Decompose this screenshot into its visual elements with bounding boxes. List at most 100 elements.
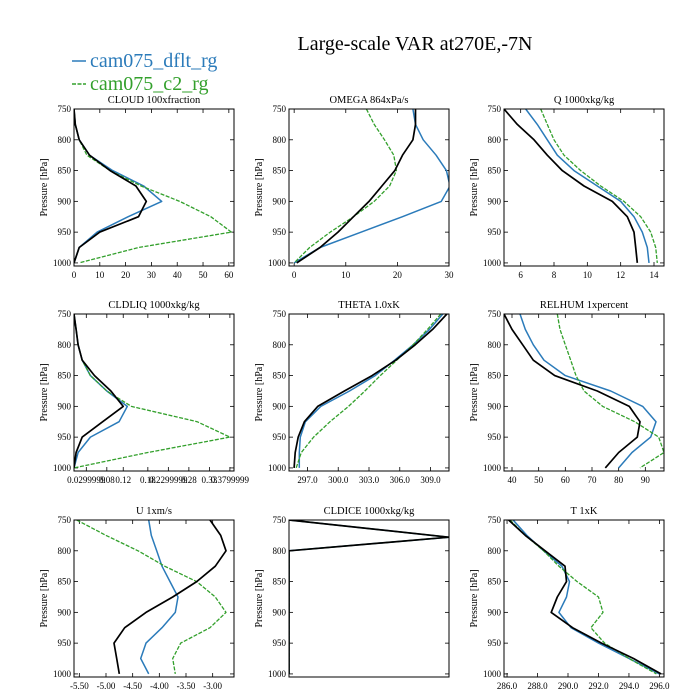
plot-frame xyxy=(73,313,235,472)
x-tick-label: 297.0 xyxy=(297,475,318,485)
x-tick-label: 12 xyxy=(616,270,625,280)
series-line-dflt xyxy=(74,109,163,264)
plot-frame xyxy=(288,108,450,267)
x-tick-label: 294.0 xyxy=(619,681,640,691)
plot-frame xyxy=(288,519,450,678)
y-tick-label: 1000 xyxy=(268,463,287,473)
x-tick-label: 0.08 xyxy=(99,475,115,485)
x-tick-label: 10 xyxy=(341,270,351,280)
x-tick-label: 90 xyxy=(641,475,651,485)
x-tick-label: 306.0 xyxy=(390,475,411,485)
panel-title: Q 1000xkg/kg xyxy=(554,95,615,106)
series-line-c2 xyxy=(76,520,227,675)
y-tick-label: 900 xyxy=(58,196,72,206)
series-line-c2 xyxy=(293,109,398,264)
y-tick-label: 850 xyxy=(58,166,72,176)
x-tick-label: -3.00 xyxy=(203,681,222,691)
y-tick-label: 850 xyxy=(488,166,502,176)
y-tick-label: 1000 xyxy=(483,258,502,268)
y-tick-label: 800 xyxy=(273,135,287,145)
y-axis-label: Pressure [hPa] xyxy=(254,363,265,421)
y-tick-label: 900 xyxy=(58,607,72,617)
plot-frame xyxy=(503,108,665,267)
x-tick-label: 30 xyxy=(147,270,157,280)
y-tick-label: 950 xyxy=(273,432,287,442)
series-line-obs xyxy=(74,314,125,469)
x-tick-label: 309.0 xyxy=(420,475,441,485)
series-line-obs xyxy=(504,314,641,469)
x-tick-label: 10 xyxy=(95,270,105,280)
x-tick-label: 50 xyxy=(534,475,544,485)
y-tick-label: 950 xyxy=(488,227,502,237)
x-tick-label: 20 xyxy=(393,270,403,280)
y-axis-label: Pressure [hPa] xyxy=(39,158,50,216)
panel-1: CLOUD 100xfraction Pressure [hPa] 750 800 85… xyxy=(39,95,235,280)
series-line-obs xyxy=(74,109,148,264)
y-axis-label: Pressure [hPa] xyxy=(254,569,265,627)
x-tick-label: 0.28 xyxy=(181,475,197,485)
y-axis-label: Pressure [hPa] xyxy=(469,158,480,216)
x-tick-label: 0.12 xyxy=(115,475,131,485)
panel-title: RELHUM 1xpercent xyxy=(540,300,628,311)
x-tick-label: 70 xyxy=(588,475,598,485)
y-tick-label: 800 xyxy=(488,135,502,145)
panel-title: T 1xK xyxy=(571,506,598,517)
figure-title: Large-scale VAR at270E,-7N xyxy=(298,33,533,55)
y-tick-label: 800 xyxy=(488,546,502,556)
y-tick-label: 750 xyxy=(488,515,502,525)
x-tick-label: 286.0 xyxy=(497,681,518,691)
series-line-dflt xyxy=(289,520,449,674)
y-tick-label: 900 xyxy=(58,401,72,411)
plot-frame xyxy=(288,313,450,472)
series-line-obs xyxy=(289,520,449,674)
y-axis-label: Pressure [hPa] xyxy=(469,569,480,627)
y-tick-label: 950 xyxy=(488,638,502,648)
x-tick-label: 60 xyxy=(561,475,571,485)
plot-frame xyxy=(73,108,235,267)
legend-label-dflt: cam075_dflt_rg xyxy=(90,50,217,72)
panel-3: Q 1000xkg/kg Pressure [hPa] 750 800 850 900 95… xyxy=(469,95,665,280)
x-tick-label: 10 xyxy=(583,270,593,280)
y-axis-label: Pressure [hPa] xyxy=(469,363,480,421)
y-tick-label: 750 xyxy=(488,309,502,319)
series-line-obs xyxy=(504,109,639,263)
panel-9: T 1xK Pressure [hPa] 750 800 850 900 950 1000 28… xyxy=(469,506,670,691)
series-line-dflt xyxy=(298,314,444,468)
series-line-obs xyxy=(296,109,417,264)
y-tick-label: 950 xyxy=(273,638,287,648)
x-tick-label: 0.2299999 xyxy=(149,475,188,485)
series-line-obs xyxy=(508,520,662,675)
y-tick-label: 850 xyxy=(58,371,72,381)
legend-label-c2: cam075_c2_rg xyxy=(90,73,209,95)
x-tick-label: 8 xyxy=(552,270,557,280)
series-line-c2 xyxy=(289,520,449,674)
y-axis-label: Pressure [hPa] xyxy=(39,569,50,627)
y-tick-label: 800 xyxy=(273,340,287,350)
y-tick-label: 750 xyxy=(273,104,287,114)
x-tick-label: -4.00 xyxy=(150,681,169,691)
y-tick-label: 900 xyxy=(273,607,287,617)
x-tick-label: 40 xyxy=(508,475,518,485)
x-tick-label: 80 xyxy=(614,475,624,485)
y-tick-label: 900 xyxy=(273,196,287,206)
y-tick-label: 750 xyxy=(488,104,502,114)
panel-6: RELHUM 1xpercent Pressure [hPa] 750 800 850 9… xyxy=(469,300,665,485)
y-tick-label: 950 xyxy=(488,432,502,442)
x-tick-label: 303.0 xyxy=(359,475,380,485)
plot-frame xyxy=(503,313,665,472)
x-tick-label: -4.50 xyxy=(123,681,142,691)
y-tick-label: 850 xyxy=(273,371,287,381)
x-tick-label: 6 xyxy=(518,270,523,280)
y-tick-label: 950 xyxy=(58,227,72,237)
y-tick-label: 800 xyxy=(273,546,287,556)
x-tick-label: 300.0 xyxy=(328,475,349,485)
series-line-obs xyxy=(293,314,448,468)
y-axis-label: Pressure [hPa] xyxy=(39,363,50,421)
series-line-obs xyxy=(113,520,227,675)
y-tick-label: 850 xyxy=(488,577,502,587)
x-tick-label: 296.0 xyxy=(649,681,670,691)
panel-4: CLDLIQ 1000xkg/kg Pressure [hPa] 750 800 850… xyxy=(39,300,250,485)
panel-title: CLDICE 1000xkg/kg xyxy=(324,506,415,517)
series-line-c2 xyxy=(74,314,231,469)
y-tick-label: 850 xyxy=(273,577,287,587)
